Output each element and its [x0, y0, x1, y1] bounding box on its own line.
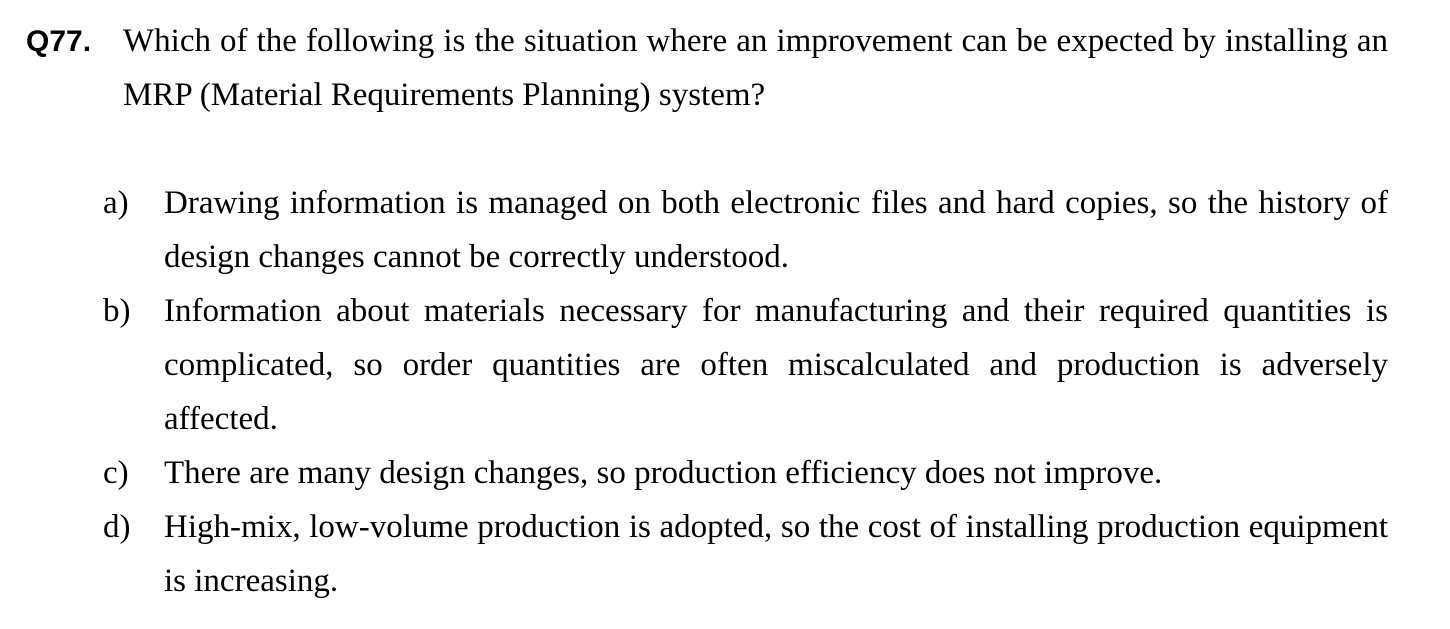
option-label: c) — [103, 455, 129, 491]
option-label: a) — [103, 185, 129, 221]
option-d: d) High-mix, low-volume production is ad… — [103, 500, 1388, 608]
question-number: Q77. — [26, 25, 92, 58]
option-label: b) — [103, 293, 131, 329]
option-a: a) Drawing information is managed on bot… — [103, 176, 1388, 284]
option-label: d) — [103, 509, 131, 545]
option-text: High-mix, low-volume production is adopt… — [164, 509, 1388, 599]
question-block: Q77. Which of the following is the situa… — [26, 14, 1388, 122]
option-b: b) Information about materials necessary… — [103, 284, 1388, 446]
answer-options: a) Drawing information is managed on bot… — [103, 176, 1388, 608]
question-text: Which of the following is the situation … — [123, 23, 1388, 113]
option-text: There are many design changes, so produc… — [164, 455, 1163, 491]
option-text: Drawing information is managed on both e… — [164, 185, 1388, 275]
question-header: Q77. Which of the following is the situa… — [26, 14, 1388, 122]
option-text: Information about materials necessary fo… — [164, 293, 1388, 437]
option-c: c) There are many design changes, so pro… — [103, 446, 1388, 500]
